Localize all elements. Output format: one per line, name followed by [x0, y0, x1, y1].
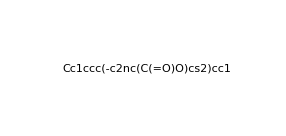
Text: Cc1ccc(-c2nc(C(=O)O)cs2)cc1: Cc1ccc(-c2nc(C(=O)O)cs2)cc1: [62, 64, 231, 74]
